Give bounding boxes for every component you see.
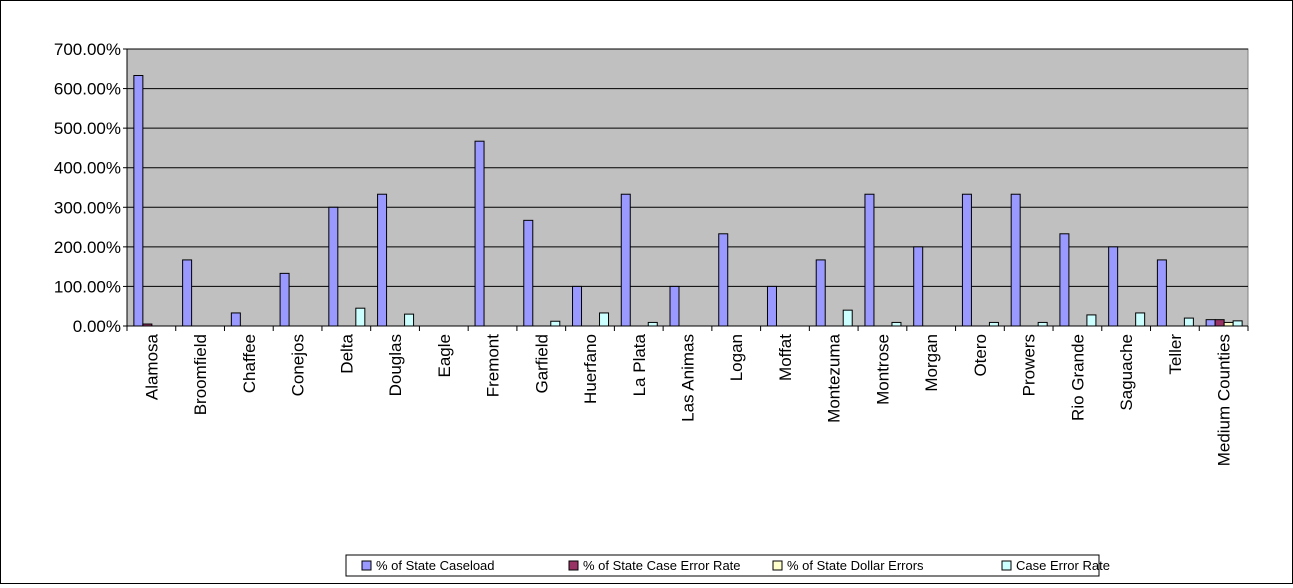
- x-tick-label: Las Animas: [679, 334, 698, 422]
- y-tick-label: 400.00%: [54, 159, 121, 178]
- x-axis: Alamosa Broomfield Chaffee Conejos Delta Doug…: [126, 325, 1249, 466]
- bar-las-animas-s0: [669, 285, 680, 327]
- legend-swatch: [1001, 560, 1012, 571]
- bar-alamosa-s0: [133, 75, 144, 327]
- legend-swatch: [772, 560, 783, 571]
- x-tick-label: Garfield: [532, 334, 551, 394]
- bar-otero-s0: [961, 193, 972, 327]
- x-tick-label: Logan: [727, 334, 746, 381]
- bar-medium-counties-s2: [1223, 321, 1234, 327]
- y-axis: 0.00% 100.00% 200.00% 300.00% 400.00% 500.00%…: [54, 40, 128, 336]
- bar-moffat-s0: [766, 285, 777, 327]
- bar-medium-counties-s3: [1232, 320, 1243, 327]
- bar-la-plata-s0: [620, 193, 631, 327]
- bar-medium-counties-s0: [1205, 319, 1216, 327]
- x-tick-label: Teller: [1166, 334, 1185, 375]
- bar-montrose-s0: [864, 193, 875, 327]
- bar-saguache-s3: [1135, 312, 1146, 327]
- bar-montezuma-s3: [842, 309, 853, 327]
- x-tick-label: Montrose: [873, 334, 892, 405]
- bar-delta-s0: [328, 206, 339, 327]
- bar-rio-grande-s0: [1059, 233, 1070, 327]
- bars: [133, 75, 1243, 327]
- y-tick-label: 500.00%: [54, 119, 121, 138]
- bar-rio-grande-s3: [1086, 314, 1097, 327]
- plot-area: [126, 48, 1249, 327]
- gridlines: [127, 48, 1248, 287]
- bar-huerfano-s0: [572, 285, 583, 327]
- y-tick-label: 600.00%: [54, 80, 121, 99]
- x-tick-label: Broomfield: [191, 334, 210, 415]
- bar-teller-s3: [1183, 317, 1194, 327]
- bar-garfield-s3: [550, 320, 561, 327]
- y-tick-label: 700.00%: [54, 40, 121, 59]
- legend-label: % of State Caseload: [376, 558, 495, 573]
- bar-montrose-s3: [891, 321, 902, 327]
- y-tick-label: 300.00%: [54, 198, 121, 217]
- legend: % of State Caseload % of State Case Error…: [345, 554, 1110, 577]
- x-tick-label: Morgan: [922, 334, 941, 392]
- x-tick-label: Conejos: [289, 334, 308, 396]
- legend-swatch: [361, 560, 372, 571]
- bar-la-plata-s3: [647, 321, 658, 327]
- x-tick-label: Medium Counties: [1215, 334, 1234, 466]
- legend-label: % of State Dollar Errors: [787, 558, 924, 573]
- y-tick-label: 100.00%: [54, 277, 121, 296]
- bar-prowers-s0: [1010, 193, 1021, 327]
- bar-chaffee-s0: [230, 312, 241, 327]
- x-tick-label: Alamosa: [142, 333, 161, 400]
- y-tick-label: 200.00%: [54, 238, 121, 257]
- bar-morgan-s0: [913, 246, 924, 327]
- legend-label: % of State Case Error Rate: [583, 558, 741, 573]
- x-tick-label: Chaffee: [240, 334, 259, 393]
- bar-medium-counties-s1: [1214, 319, 1225, 327]
- bar-saguache-s0: [1108, 246, 1119, 327]
- bar-teller-s0: [1156, 259, 1167, 327]
- x-tick-label: Saguache: [1117, 334, 1136, 411]
- bar-logan-s0: [718, 233, 729, 327]
- x-tick-label: La Plata: [630, 333, 649, 396]
- x-tick-label: Huerfano: [581, 334, 600, 404]
- bar-douglas-s0: [377, 193, 388, 327]
- x-tick-label: Otero: [971, 334, 990, 377]
- legend-box: [345, 554, 1100, 577]
- legend-label: Case Error Rate: [1016, 558, 1110, 573]
- bar-garfield-s0: [523, 219, 534, 327]
- bar-montezuma-s0: [815, 259, 826, 327]
- bar-otero-s3: [988, 321, 999, 327]
- x-tick-label: Eagle: [435, 334, 454, 377]
- x-tick-label: Douglas: [386, 334, 405, 396]
- bar-fremont-s0: [474, 140, 485, 327]
- x-tick-label: Rio Grande: [1068, 334, 1087, 421]
- bar-huerfano-s3: [599, 312, 610, 327]
- x-tick-label: Delta: [337, 333, 356, 373]
- bar-delta-s3: [355, 307, 366, 327]
- legend-swatch: [568, 560, 579, 571]
- x-tick-label: Prowers: [1020, 334, 1039, 396]
- bar-prowers-s3: [1037, 321, 1048, 327]
- y-tick-label: 0.00%: [73, 317, 121, 336]
- x-tick-label: Montezuma: [825, 333, 844, 422]
- bar-douglas-s3: [404, 313, 415, 327]
- bar-broomfield-s0: [182, 259, 193, 327]
- bar-conejos-s0: [279, 272, 290, 327]
- x-tick-label: Fremont: [484, 334, 503, 398]
- x-tick-label: Moffat: [776, 334, 795, 381]
